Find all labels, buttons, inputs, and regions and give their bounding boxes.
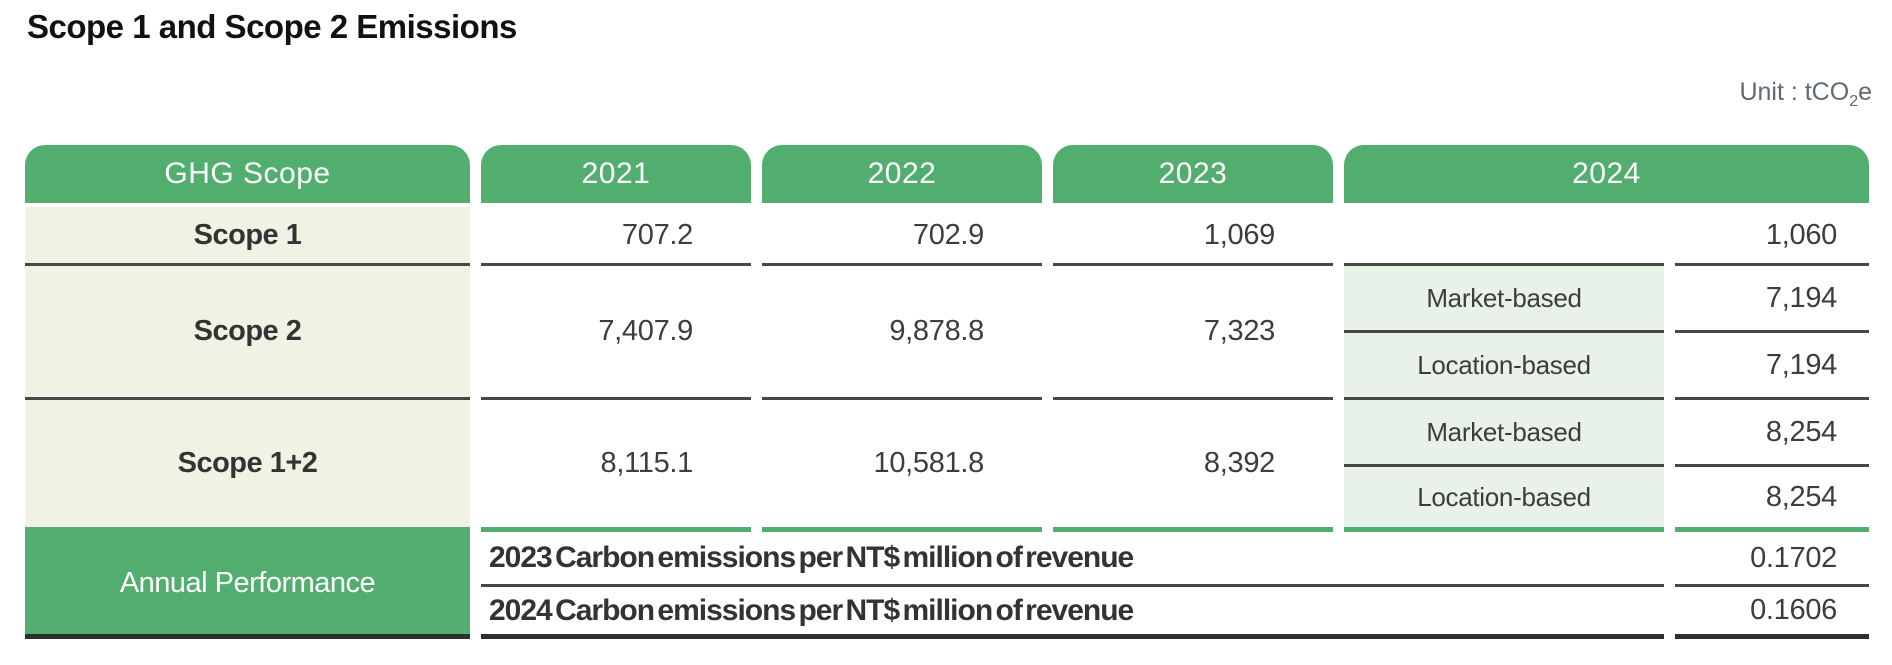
row-label-scope12: Scope 1+2 — [25, 400, 470, 532]
row-label-annual-performance: Annual Performance — [25, 532, 470, 639]
emissions-table: GHG Scope 2021 2022 2023 2024 Scope 1 70… — [14, 145, 1880, 639]
cell-scope2-location-label: Location-based — [1344, 333, 1664, 400]
cell-scope2-2021: 7,407.9 — [481, 266, 751, 400]
header-row: GHG Scope 2021 2022 2023 2024 — [25, 145, 1869, 207]
column-header-2023: 2023 — [1053, 145, 1333, 207]
cell-scope1-2022: 702.9 — [762, 207, 1042, 266]
cell-annual-2024-desc: 2024 Carbon emissions per NT$ million of… — [481, 587, 1664, 639]
table-row-scope1: Scope 1 707.2 702.9 1,069 1,060 — [25, 207, 1869, 266]
row-label-scope1: Scope 1 — [25, 207, 470, 266]
cell-scope2-2022: 9,878.8 — [762, 266, 1042, 400]
cell-scope1-2024: 1,060 — [1675, 207, 1869, 266]
unit-label: Unit : tCO2e — [1739, 78, 1872, 111]
table-row-scope12-location: Location-based 8,254 — [25, 467, 1869, 532]
column-header-2021: 2021 — [481, 145, 751, 207]
page-title: Scope 1 and Scope 2 Emissions — [27, 8, 517, 45]
cell-scope12-market-value: 8,254 — [1675, 400, 1869, 467]
cell-annual-2024-value: 0.1606 — [1675, 587, 1869, 639]
cell-scope12-2021: 8,115.1 — [481, 400, 751, 532]
unit-suffix: e — [1858, 78, 1872, 106]
row-label-scope2: Scope 2 — [25, 266, 470, 400]
cell-scope12-2023: 8,392 — [1053, 400, 1333, 532]
cell-scope2-market-label: Market-based — [1344, 266, 1664, 333]
cell-scope12-location-label: Location-based — [1344, 467, 1664, 532]
cell-scope1-2023: 1,069 — [1053, 207, 1333, 266]
cell-scope1-2024-spacer — [1344, 207, 1664, 266]
table-row-scope12-market: Scope 1+2 8,115.1 10,581.8 8,392 Market-… — [25, 400, 1869, 532]
cell-scope2-2023: 7,323 — [1053, 266, 1333, 400]
unit-text: Unit : tCO — [1739, 78, 1850, 106]
table-row-annual-2023: Annual Performance 2023 Carbon emissions… — [25, 532, 1869, 639]
cell-scope2-location-value: 7,194 — [1675, 333, 1869, 400]
table-row-scope2-location: Location-based 7,194 — [25, 333, 1869, 400]
cell-annual-2023-value: 0.1702 — [1675, 532, 1869, 587]
cell-scope2-market-value: 7,194 — [1675, 266, 1869, 333]
cell-annual-2023-desc: 2023 Carbon emissions per NT$ million of… — [481, 532, 1664, 587]
cell-scope1-2021: 707.2 — [481, 207, 751, 266]
cell-scope12-2022: 10,581.8 — [762, 400, 1042, 532]
column-header-2022: 2022 — [762, 145, 1042, 207]
column-header-ghg-scope: GHG Scope — [25, 145, 470, 207]
unit-subscript: 2 — [1849, 93, 1859, 110]
column-header-2024: 2024 — [1344, 145, 1869, 207]
cell-scope12-market-label: Market-based — [1344, 400, 1664, 467]
table-row-annual-2024: 2024 Carbon emissions per NT$ million of… — [25, 587, 1869, 639]
cell-scope12-location-value: 8,254 — [1675, 467, 1869, 532]
table-row-scope2-market: Scope 2 7,407.9 9,878.8 7,323 Market-bas… — [25, 266, 1869, 400]
